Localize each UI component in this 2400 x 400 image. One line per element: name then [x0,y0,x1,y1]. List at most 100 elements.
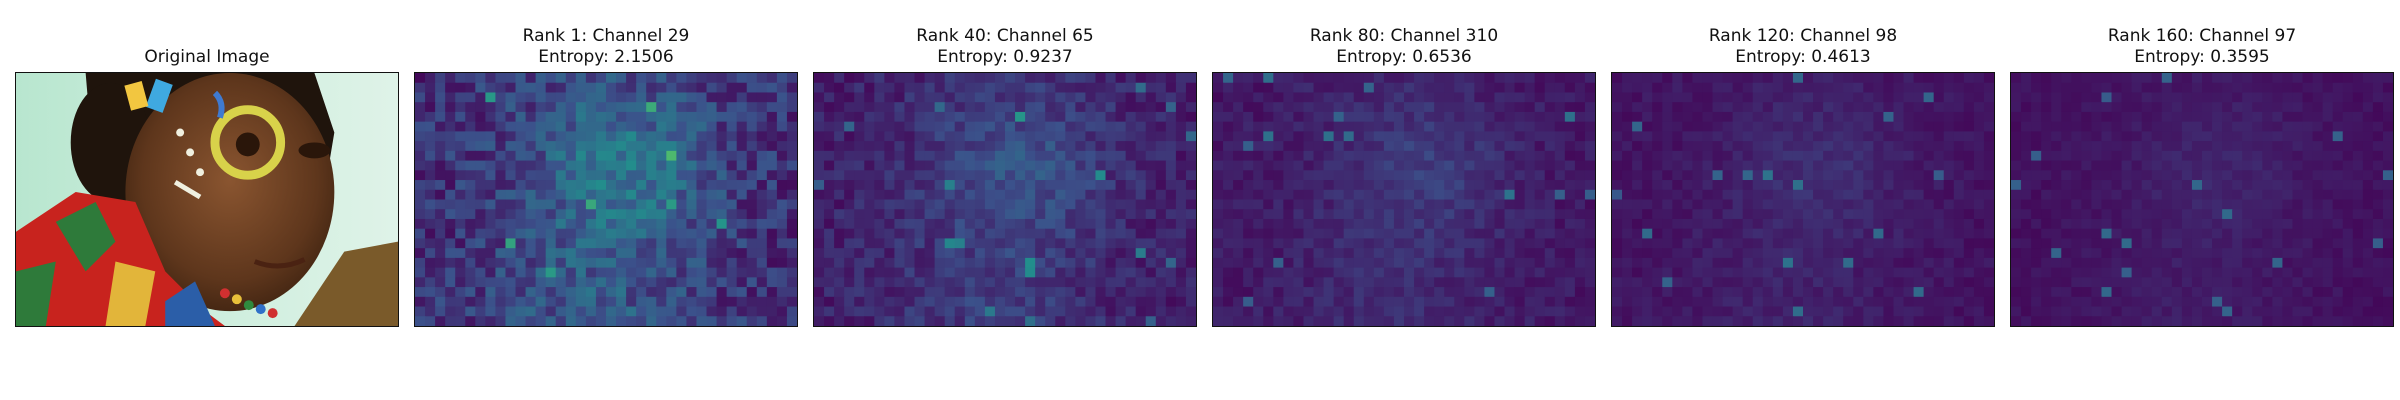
heatmap-cell [954,287,966,298]
heatmap-cell [2031,238,2042,249]
heatmap-cell [1943,316,1955,326]
heatmap-cell [666,73,677,84]
heatmap-cell [2021,277,2032,288]
heatmap-cell [1732,218,1744,230]
heatmap-cell [1504,121,1516,132]
heatmap-cell [1055,218,1066,230]
heatmap-cell [1772,102,1784,113]
heatmap-cell [2252,287,2263,298]
heatmap-cell [2191,238,2203,249]
heatmap-cell [1762,160,1774,171]
heatmap-cell [1923,121,1935,132]
heatmap-cell [1313,316,1325,326]
heatmap-cell [1702,277,1714,288]
heatmap-cell [626,267,637,278]
heatmap-cell [894,160,906,171]
heatmap-cell [495,257,507,269]
heatmap-cell [1075,150,1087,162]
heatmap-cell [2101,170,2113,181]
heatmap-cell [1283,73,1295,84]
heatmap-cell [555,287,567,298]
heatmap-cell [974,199,986,210]
heatmap-cell [545,189,557,201]
heatmap-cell [1732,267,1744,278]
heatmap-cell [1484,238,1496,249]
heatmap-cell [914,150,926,162]
heatmap-cell [2061,287,2072,298]
heatmap-cell [2081,102,2093,113]
heatmap-cell [616,199,627,210]
heatmap-cell [475,170,486,181]
heatmap-cell [2051,82,2062,94]
heatmap-cell [485,248,497,259]
heatmap-cell [1253,170,1264,181]
heatmap-cell [1213,316,1224,326]
heatmap-cell [2352,257,2364,269]
heatmap-cell [1015,199,1026,210]
heatmap-cell [1893,82,1905,94]
heatmap-cell [515,170,527,181]
heatmap-cell [1185,267,1196,278]
heatmap-cell [1893,287,1905,298]
heatmap-cell [2382,170,2393,181]
heatmap-cell [706,92,718,103]
heatmap-cell [1115,238,1127,249]
heatmap-cell [1424,180,1435,191]
heatmap-cell [1883,170,1895,181]
heatmap-cell [1444,170,1455,181]
heatmap-cell [1642,316,1653,326]
heatmap-cell [1283,102,1295,113]
heatmap-cell [1642,287,1653,298]
heatmap-cell [1273,267,1284,278]
heatmap-cell [515,131,527,142]
heatmap-cell [2031,277,2042,288]
heatmap-cell [1772,218,1784,230]
heatmap-cell [2202,296,2213,308]
heatmap-cell [1303,248,1315,259]
heatmap-cell [1564,306,1576,317]
heatmap-cell [904,82,916,94]
heatmap-cell [1632,121,1643,132]
heatmap-cell [1045,73,1056,84]
heatmap-cell [1383,287,1395,298]
heatmap-cell [525,257,537,269]
heatmap-cell [2222,150,2233,162]
heatmap-cell [1313,257,1325,269]
heatmap-cell [1863,248,1874,259]
heatmap-cell [565,160,577,171]
heatmap-cell [2071,160,2082,171]
heatmap-cell [1792,228,1804,240]
heatmap-cell [1692,170,1704,181]
heatmap-cell [2312,102,2324,113]
heatmap-cell [2322,189,2334,201]
heatmap-cell [894,141,906,152]
heatmap-cell [884,73,896,84]
heatmap-cell [2272,131,2284,142]
heatmap-cell [964,287,976,298]
heatmap-cell [1883,160,1895,171]
heatmap-cell [1155,121,1167,132]
heatmap-cell [555,238,567,249]
heatmap-cell [2202,287,2213,298]
heatmap-cell [626,160,637,171]
heatmap-cell [1853,257,1864,269]
heatmap-cell [1662,248,1673,259]
heatmap-cell [475,199,486,210]
heatmap-cell [2101,73,2113,84]
heatmap-cell [2161,199,2173,210]
heatmap-cell [1025,131,1036,142]
heatmap-cell [1323,111,1335,123]
heatmap-cell [1632,82,1643,94]
heatmap-cell [994,180,1006,191]
heatmap-cell [1005,180,1016,191]
heatmap-cell [2121,238,2133,249]
heatmap-cell [455,180,466,191]
heatmap-cell [1175,257,1187,269]
heatmap-cell [1363,248,1375,259]
heatmap-cell [1373,150,1385,162]
heatmap-cell [495,180,507,191]
heatmap-cell [2222,316,2233,326]
heatmap-cell [2121,209,2133,220]
heatmap-cell [1424,102,1435,113]
heatmap-cell [2252,306,2263,317]
